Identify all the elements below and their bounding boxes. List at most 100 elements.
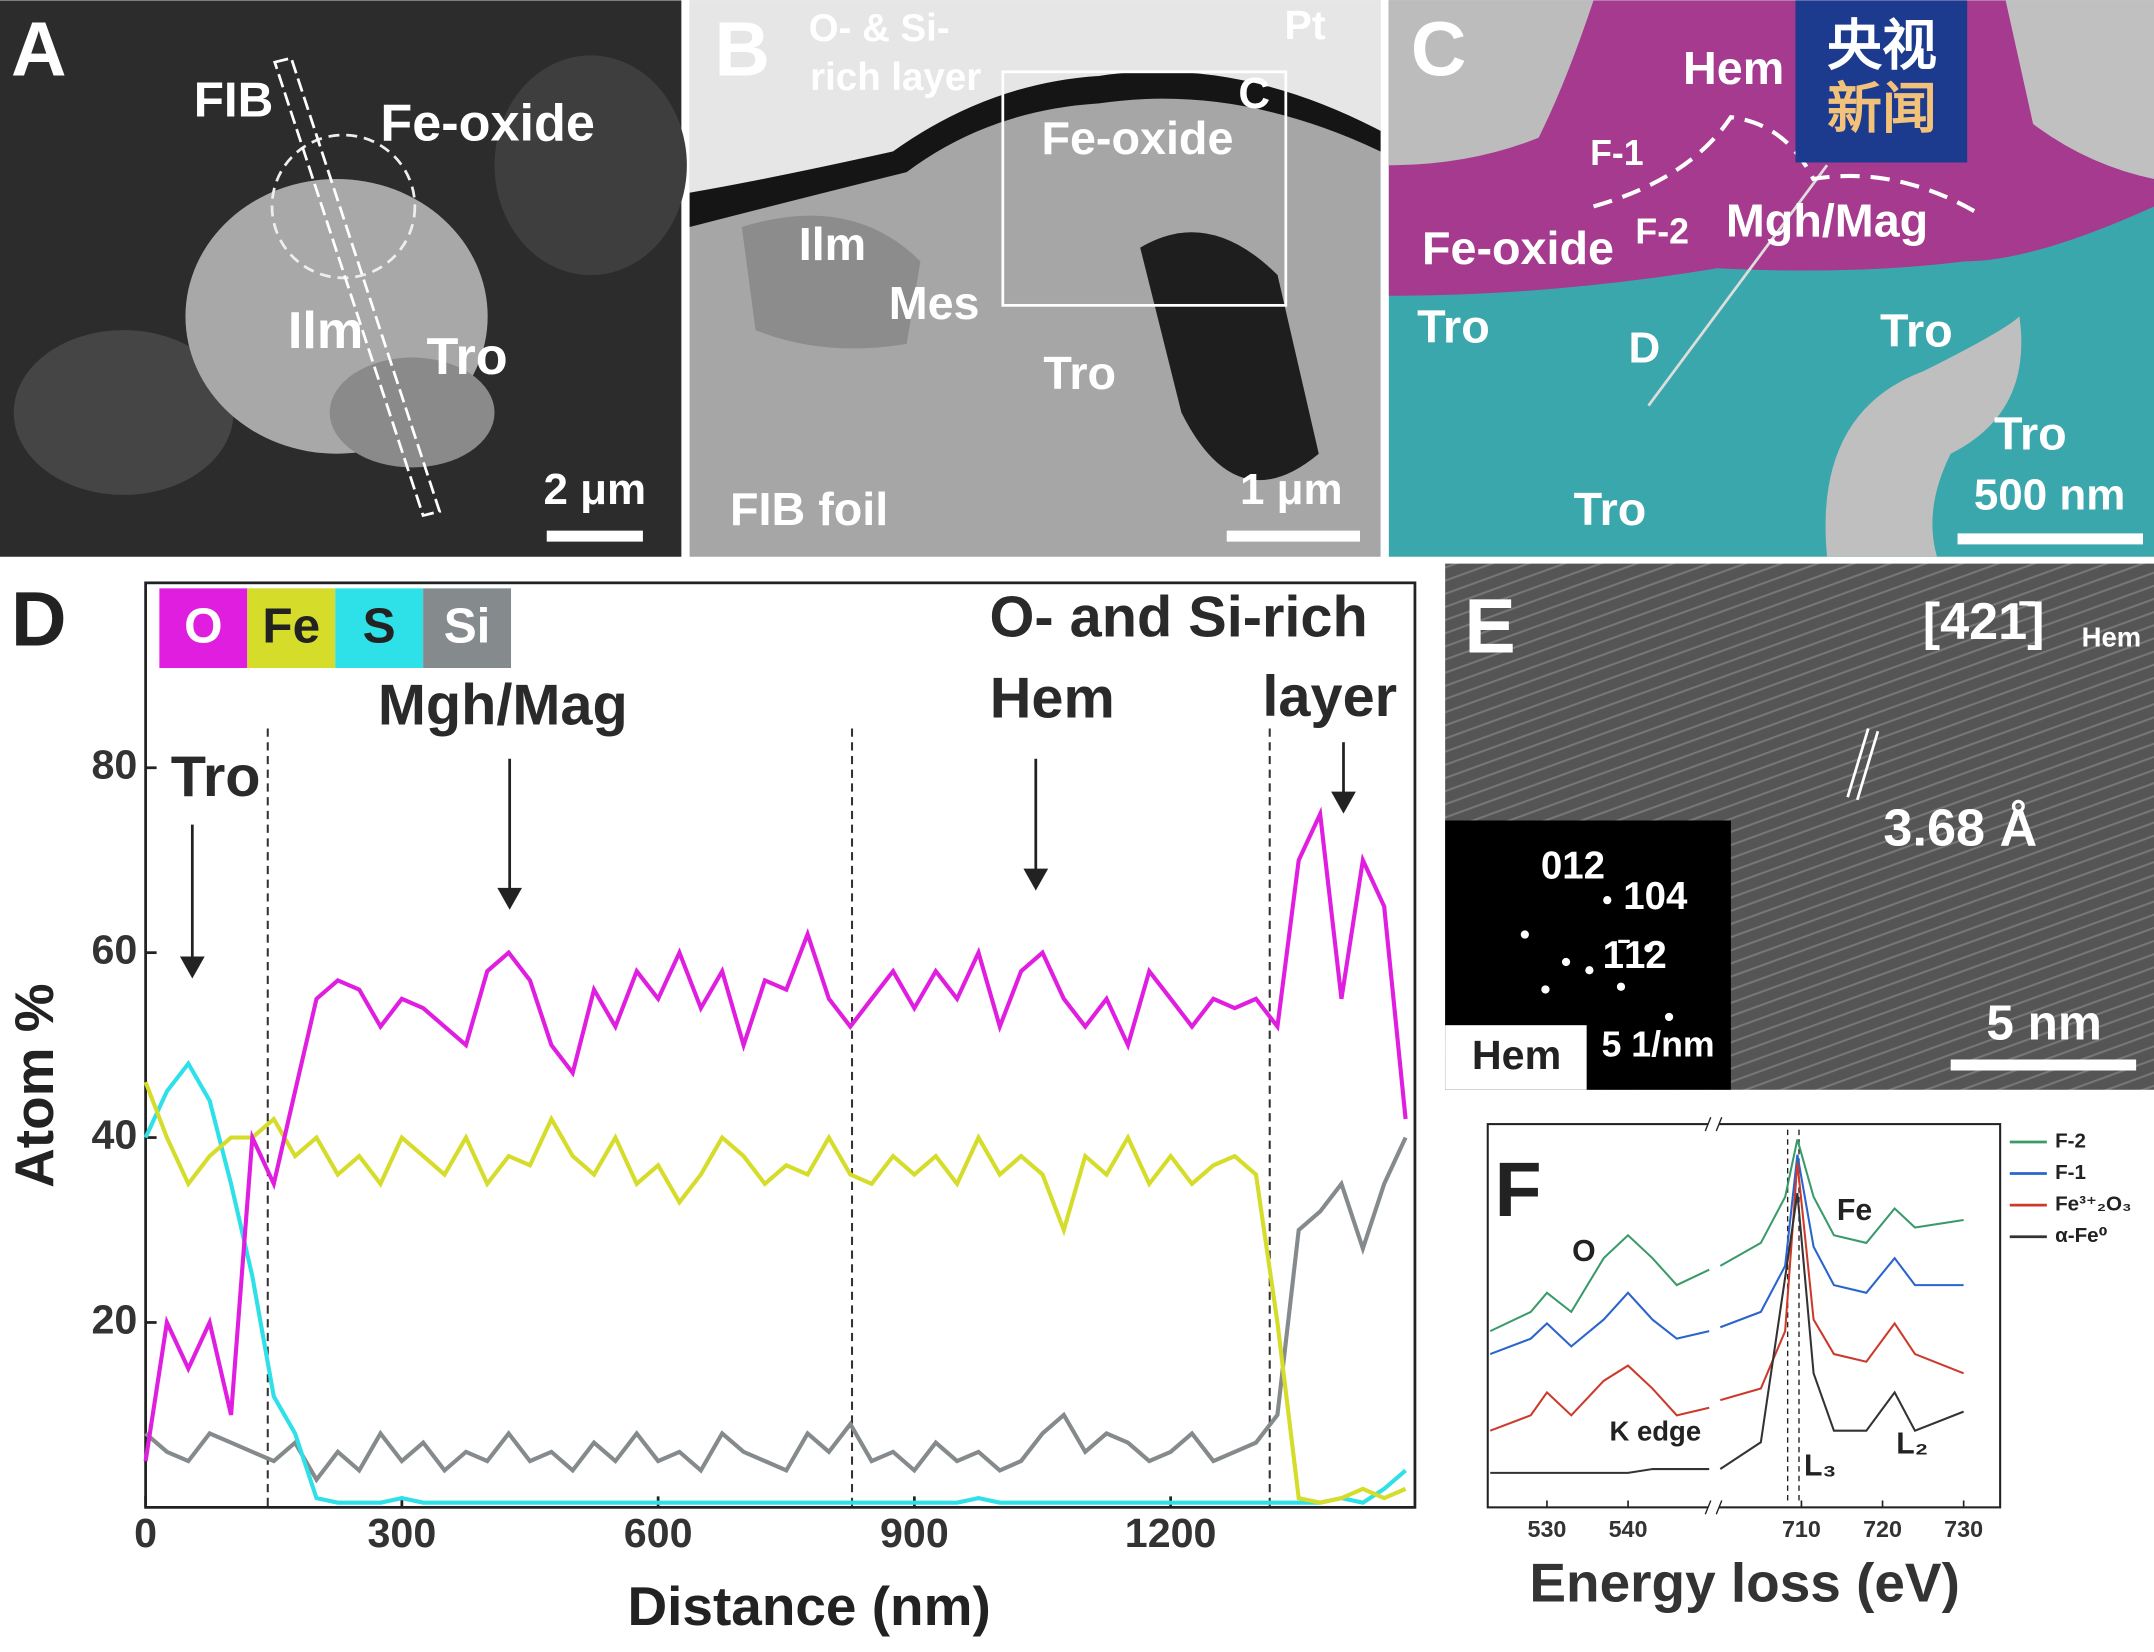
spectrum-line xyxy=(1719,1192,1964,1470)
panel-text: FIB foil xyxy=(730,483,888,535)
annotation: Mgh/Mag xyxy=(378,673,628,737)
panel-c-image xyxy=(1388,0,2154,557)
x-tick-label: 730 xyxy=(1944,1516,1983,1542)
panel-label: E xyxy=(1464,584,1515,670)
y-tick-label: 60 xyxy=(92,927,138,973)
x-tick-label: 600 xyxy=(624,1510,693,1556)
panel-text: Tro xyxy=(1417,300,1490,352)
panel-text: O- & Si- xyxy=(809,7,950,50)
panel-text: rich layer xyxy=(810,56,981,99)
panel-text: C xyxy=(1238,69,1270,118)
diffraction-spot xyxy=(1585,966,1594,975)
panel-text: 1 μm xyxy=(1240,465,1343,514)
legend-label: Si xyxy=(444,599,491,654)
panel-text: F-1 xyxy=(1590,133,1644,173)
arrow-head xyxy=(497,887,523,910)
diffraction-spot xyxy=(1644,944,1653,953)
annotation: Hem xyxy=(990,667,1115,731)
y-tick-label: 80 xyxy=(92,742,138,788)
legend-label: O xyxy=(184,599,222,654)
panel-text: Tro xyxy=(1043,347,1116,399)
panel-text: D xyxy=(1628,323,1660,372)
panel-text: 5 nm xyxy=(1986,996,2101,1051)
logo-text: 央视 xyxy=(1827,14,1937,76)
series-line xyxy=(143,1081,1407,1505)
axis-break xyxy=(1708,1118,1720,1130)
panel-text: 1̄12 xyxy=(1603,934,1667,977)
legend-label: Fe³⁺₂O₃ xyxy=(2055,1193,2131,1216)
annotation: layer xyxy=(1262,665,1397,729)
panel-b-image xyxy=(689,0,1381,557)
y-tick-label: 20 xyxy=(92,1296,138,1342)
diffraction-spot xyxy=(1561,957,1571,967)
series-line xyxy=(144,1136,1408,1484)
series-line xyxy=(143,806,1408,1462)
x-tick-label: 900 xyxy=(880,1510,949,1556)
panel-a-image xyxy=(0,0,687,557)
annotation: O- and Si-rich xyxy=(990,586,1368,650)
annotation: L₃ xyxy=(1804,1450,1836,1483)
annotation: O xyxy=(1572,1235,1596,1268)
x-tick-label: 710 xyxy=(1782,1516,1821,1542)
panel-text: Tro xyxy=(1574,483,1647,535)
diffraction-spot xyxy=(1616,982,1626,991)
x-axis-title: Energy loss (eV) xyxy=(1529,1552,1960,1614)
panel-text: 012 xyxy=(1541,845,1605,888)
x-tick-label: 720 xyxy=(1863,1516,1902,1542)
panel-label: C xyxy=(1411,7,1467,93)
x-tick-label: 530 xyxy=(1527,1516,1566,1542)
spectrum-line xyxy=(1719,1139,1964,1267)
legend-label: α-Fe⁰ xyxy=(2055,1224,2108,1247)
axis-break xyxy=(1704,1500,1712,1515)
panel-text: Fe-oxide xyxy=(380,95,595,153)
legend-swatch xyxy=(335,588,424,669)
arrow-head xyxy=(1023,868,1049,891)
panel-text: Mes xyxy=(889,277,980,329)
arrow-head xyxy=(179,956,205,979)
legend-label: F-1 xyxy=(2055,1161,2086,1184)
annotation: Tro xyxy=(171,745,261,809)
legend-label: Fe xyxy=(262,599,320,654)
spectrum-line xyxy=(1489,1364,1710,1432)
y-axis-title: Atom % xyxy=(3,983,65,1188)
logo-text: 新闻 xyxy=(1827,78,1937,140)
annotation: K edge xyxy=(1610,1415,1702,1446)
spectrum-line xyxy=(1489,1291,1710,1356)
axis-break xyxy=(1708,1501,1720,1513)
series-line xyxy=(143,1059,1407,1505)
panel-text: 5 1/nm xyxy=(1602,1025,1715,1065)
panel-text: 3.68 Å xyxy=(1883,799,2037,857)
panel-text: Tro xyxy=(426,328,507,386)
diffraction-spot xyxy=(1520,930,1529,939)
x-tick-label: 0 xyxy=(134,1510,157,1556)
panel-text: 2 μm xyxy=(544,465,647,514)
x-axis-title: Distance (nm) xyxy=(627,1575,990,1637)
axis-break xyxy=(1715,1116,1723,1132)
panel-text: FIB xyxy=(194,72,274,127)
x-tick-label: 300 xyxy=(367,1510,436,1556)
plot-frame xyxy=(144,581,1417,1509)
legend-swatch xyxy=(247,588,336,669)
panel-text: Tro xyxy=(1880,305,1953,357)
x-tick-label: 1200 xyxy=(1125,1510,1217,1556)
panel-text: Ilm xyxy=(288,302,363,360)
panel-e-image xyxy=(1445,563,2154,1090)
panel-label: B xyxy=(714,7,770,93)
panel-label: F xyxy=(1495,1147,1542,1233)
plot-frame xyxy=(1486,1123,2002,1509)
spectrum-line xyxy=(1489,1233,1710,1333)
panel-text: Hem xyxy=(2082,621,2142,652)
legend-label: S xyxy=(363,599,396,654)
legend-swatch xyxy=(159,588,248,669)
panel-text: 500 nm xyxy=(1974,470,2125,519)
panel-text: [421̄] xyxy=(1923,593,2045,651)
arrow-head xyxy=(1331,791,1356,814)
diffraction-spot xyxy=(1664,1012,1674,1022)
y-tick-label: 40 xyxy=(92,1111,138,1157)
diffraction-spot xyxy=(1541,985,1550,994)
diffraction-spot xyxy=(1603,896,1612,905)
panel-text: Pt xyxy=(1284,2,1325,48)
panel-text: Hem xyxy=(1472,1032,1561,1078)
spectrum-line xyxy=(1490,1468,1710,1474)
